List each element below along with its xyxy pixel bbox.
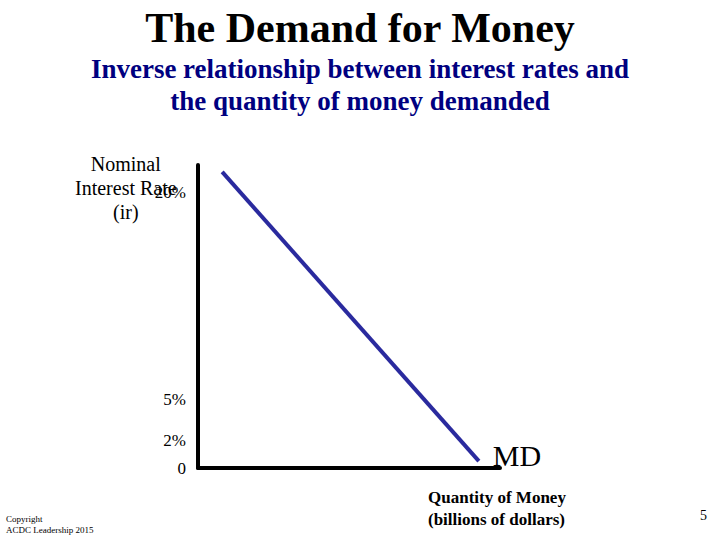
svg-text:0: 0 <box>178 459 187 478</box>
svg-text:MD: MD <box>493 439 541 472</box>
svg-text:5: 5 <box>700 508 707 523</box>
svg-text:20%: 20% <box>155 183 186 202</box>
svg-text:2%: 2% <box>163 431 186 450</box>
svg-text:Copyright: Copyright <box>6 514 43 524</box>
svg-text:ACDC Leadership 2015: ACDC Leadership 2015 <box>6 525 94 535</box>
svg-text:(ir): (ir) <box>113 201 139 224</box>
svg-text:Quantity of Money: Quantity of Money <box>428 488 566 507</box>
svg-text:Nominal: Nominal <box>91 153 161 175</box>
svg-text:the quantity of money demanded: the quantity of money demanded <box>170 86 550 116</box>
svg-text:The Demand for Money: The Demand for Money <box>145 5 575 51</box>
svg-text:(billions of dollars): (billions of dollars) <box>428 510 565 529</box>
svg-text:5%: 5% <box>163 390 186 409</box>
svg-text:Interest Rate: Interest Rate <box>75 177 177 199</box>
svg-text:Inverse relationship between i: Inverse relationship between interest ra… <box>91 54 629 84</box>
